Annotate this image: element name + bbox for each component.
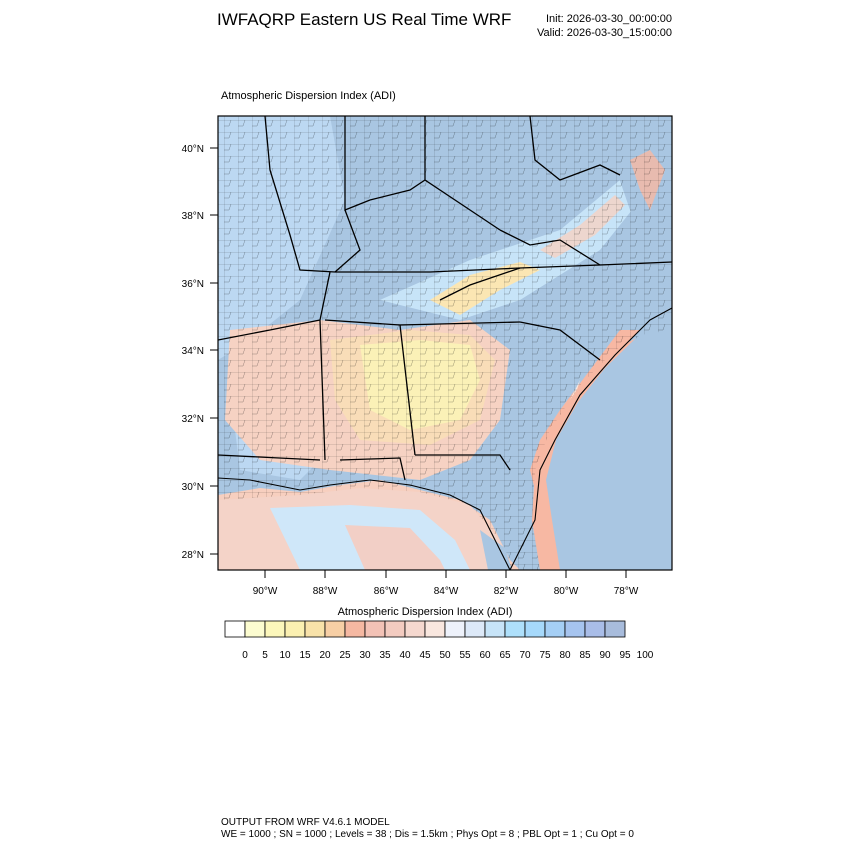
lat-tick-label: 38°N <box>182 211 204 222</box>
colorbar-label: 40 <box>399 650 411 661</box>
colorbar-swatch <box>244 620 266 638</box>
colorbar-swatch <box>604 620 626 638</box>
lat-tick-label: 34°N <box>182 346 204 357</box>
colorbar-label: 55 <box>459 650 471 661</box>
colorbar-swatch <box>384 620 406 638</box>
valid-time: Valid: 2026-03-30_15:00:00 <box>537 27 672 39</box>
colorbar-label: 75 <box>539 650 551 661</box>
lon-tick-label: 78°W <box>614 586 639 597</box>
map-frame <box>217 115 673 571</box>
colorbar-label: 5 <box>262 650 268 661</box>
init-time: Init: 2026-03-30_00:00:00 <box>546 13 672 25</box>
lon-tick-label: 88°W <box>313 586 338 597</box>
lon-tick-label: 86°W <box>374 586 399 597</box>
colorbar-swatch <box>564 620 586 638</box>
colorbar-swatch <box>364 620 386 638</box>
colorbar-label: 20 <box>319 650 331 661</box>
colorbar-swatch <box>444 620 466 638</box>
colorbar-swatch <box>324 620 346 638</box>
colorbar-swatch <box>404 620 426 638</box>
footer-model: OUTPUT FROM WRF V4.6.1 MODEL <box>221 817 390 828</box>
colorbar-label: 45 <box>419 650 431 661</box>
colorbar-label: 65 <box>499 650 511 661</box>
colorbar-swatch <box>264 620 286 638</box>
colorbar-swatch <box>424 620 446 638</box>
lat-tick-label: 30°N <box>182 482 204 493</box>
colorbar-label: 25 <box>339 650 351 661</box>
colorbar-swatch <box>304 620 326 638</box>
colorbar-swatch <box>464 620 486 638</box>
lat-tick-label: 40°N <box>182 144 204 155</box>
colorbar-label: 90 <box>599 650 611 661</box>
colorbar-swatch <box>484 620 506 638</box>
coastline <box>218 307 672 570</box>
lat-tick-label: 32°N <box>182 414 204 425</box>
colorbar-label: 70 <box>519 650 531 661</box>
colorbar-label: 95 <box>619 650 631 661</box>
colorbar-swatch <box>284 620 306 638</box>
plot-title: IWFAQRP Eastern US Real Time WRF <box>217 10 512 29</box>
colorbar-label: 50 <box>439 650 451 661</box>
colorbar-label: 60 <box>479 650 491 661</box>
colorbar-swatch <box>504 620 526 638</box>
colorbar-swatch <box>544 620 566 638</box>
colorbar-swatch <box>524 620 546 638</box>
colorbar-label: 35 <box>379 650 391 661</box>
state-boundaries <box>218 116 672 481</box>
colorbar-swatch <box>584 620 606 638</box>
colorbar-label: 15 <box>299 650 311 661</box>
colorbar-label: 80 <box>559 650 571 661</box>
panel-subtitle: Atmospheric Dispersion Index (ADI) <box>221 90 396 102</box>
colorbar-swatch <box>224 620 246 638</box>
colorbar-label: 0 <box>242 650 248 661</box>
lon-tick-label: 84°W <box>434 586 459 597</box>
lon-tick-label: 82°W <box>494 586 519 597</box>
colorbar-label: 30 <box>359 650 371 661</box>
adi-map: 40°N 38°N 36°N 34°N 32°N 30°N 28°N 90°W 88°W 86°W… <box>182 115 673 597</box>
colorbar-swatch <box>344 620 366 638</box>
colorbar-label: 100 <box>637 650 654 661</box>
colorbar-label: 85 <box>579 650 591 661</box>
lat-tick-label: 36°N <box>182 279 204 290</box>
colorbar-title: Atmospheric Dispersion Index (ADI) <box>337 606 513 618</box>
lat-tick-label: 28°N <box>182 550 204 561</box>
colorbar-label: 10 <box>279 650 291 661</box>
lon-tick-label: 80°W <box>554 586 579 597</box>
footer-settings: WE = 1000 ; SN = 1000 ; Levels = 38 ; Di… <box>221 829 634 840</box>
lon-tick-label: 90°W <box>253 586 278 597</box>
